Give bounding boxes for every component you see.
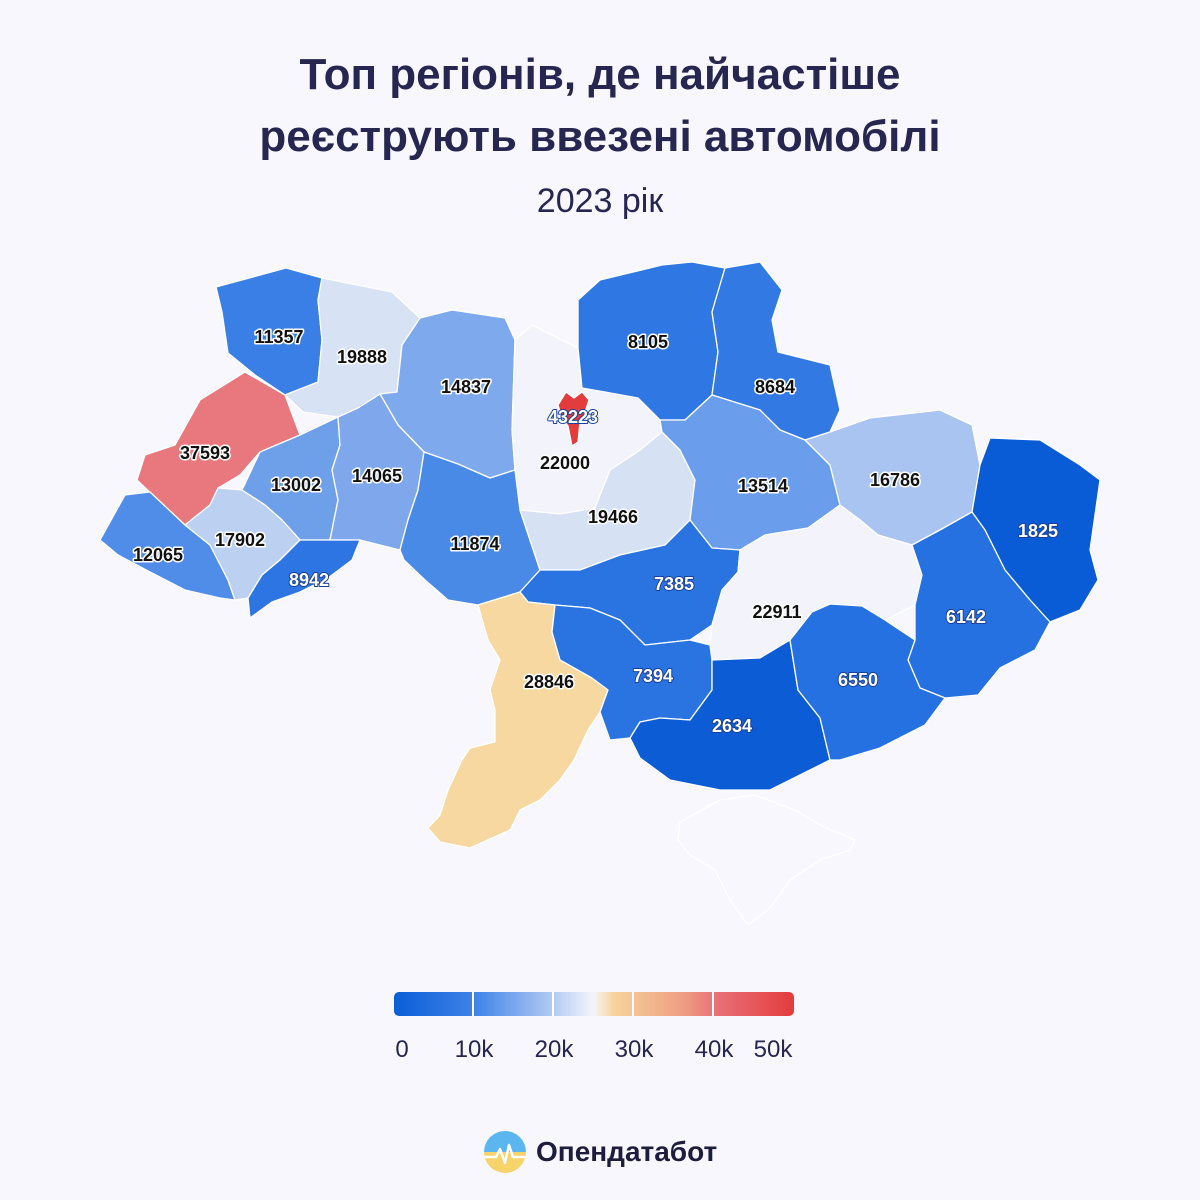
region-crimea: [677, 794, 856, 926]
brand-name: Опендатабот: [536, 1136, 718, 1167]
title-line-2: реєструють ввезені автомобілі: [259, 112, 941, 161]
region-label-kharkiv: 16786: [870, 470, 920, 490]
region-kyiv-city: [557, 391, 590, 447]
region-label-zaporizhzhia: 6550: [838, 670, 878, 690]
legend-label-10k: 10k: [454, 1036, 494, 1063]
region-label-sumy: 8684: [755, 377, 795, 397]
region-label-ivano-frankivsk: 17902: [215, 530, 265, 550]
page-subtitle: 2023 рік: [536, 182, 664, 220]
region-label-volyn: 11357: [254, 327, 303, 347]
region-label-kherson: 2634: [712, 716, 752, 736]
title-line-1: Топ регіонів, де найчастіше: [299, 50, 901, 99]
heartbeat-circle-icon: [484, 1131, 526, 1173]
region-lviv: [136, 371, 301, 526]
legend-tick-10k: [472, 992, 474, 1016]
legend-label-50k: 50k: [753, 1036, 793, 1063]
region-label-chernivtsi: 8942: [289, 570, 329, 590]
legend-tick-20k: [552, 992, 554, 1016]
region-label-rivne: 19888: [337, 347, 387, 367]
region-label-mykolaiv: 7394: [633, 666, 673, 686]
legend-label-40k: 40k: [694, 1036, 734, 1063]
region-label-kyiv-city: 43223: [548, 407, 598, 427]
region-label-kirovohrad: 7385: [654, 574, 694, 594]
region-label-zakarpattia: 12065: [133, 545, 183, 565]
region-label-luhansk: 1825: [1018, 521, 1058, 541]
legend-tick-40k: [712, 992, 714, 1016]
region-label-ternopil: 13002: [271, 475, 321, 495]
legend-label-30k: 30k: [614, 1036, 654, 1063]
region-chernivtsi: [247, 539, 361, 619]
region-label-chernihiv: 8105: [628, 332, 668, 352]
region-label-kyiv-oblast: 22000: [540, 453, 590, 473]
region-label-poltava: 13514: [738, 476, 788, 496]
region-label-cherkasy: 19466: [588, 507, 638, 527]
region-label-odesa: 28846: [524, 672, 574, 692]
region-label-vinnytsia: 11874: [450, 534, 499, 554]
legend-label-20k: 20k: [534, 1036, 574, 1063]
legend-tick-30k: [632, 992, 634, 1016]
region-label-khmelnytskyi: 14065: [352, 466, 402, 486]
legend-color-scale: [394, 992, 794, 1016]
region-label-zhytomyr: 14837: [441, 377, 491, 397]
region-zaporizhzhia: [789, 603, 946, 761]
region-label-lviv: 37593: [180, 443, 230, 463]
page-title: Топ регіонів, де найчастіше реєструють в…: [0, 44, 1200, 168]
region-label-donetsk: 6142: [946, 607, 986, 627]
brand: Опендатабот: [484, 1130, 717, 1174]
region-label-dnipropetrovsk: 22911: [752, 602, 801, 622]
legend-label-0: 0: [395, 1036, 409, 1063]
